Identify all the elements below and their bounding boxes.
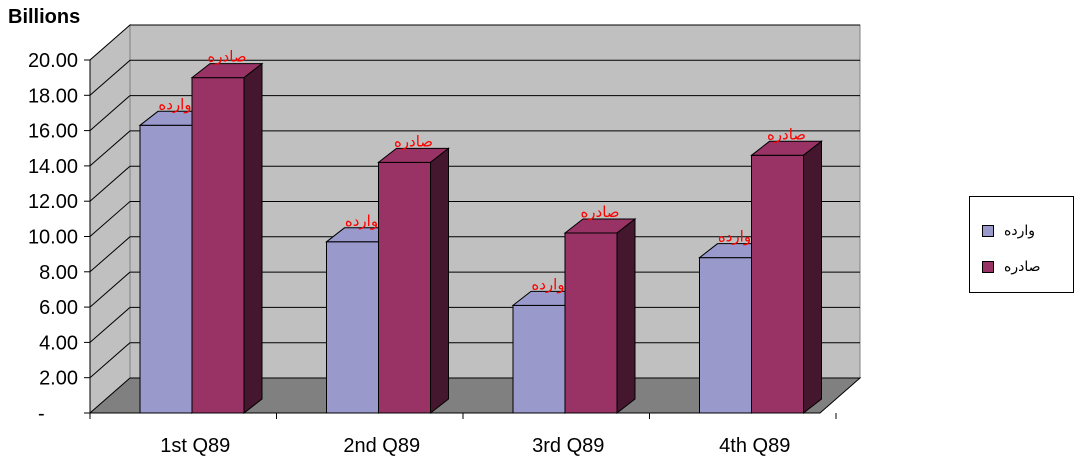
y-tick-label: 2.00: [39, 368, 78, 390]
gridline: [89, 24, 860, 61]
y-tick-label: 20.00: [28, 50, 78, 72]
bar-exports-1: [190, 62, 264, 415]
data-label-imports: وارده: [531, 275, 564, 293]
x-tick-label: 3rd Q89: [532, 435, 604, 457]
data-label-imports: وارده: [345, 212, 378, 230]
legend-item-exports: صادره: [982, 257, 1040, 277]
y-tick-label: 6.00: [39, 297, 78, 319]
legend-label-exports: صادره: [1004, 259, 1041, 275]
unit-label: Billions: [8, 6, 81, 28]
y-tick-label: 12.00: [28, 191, 78, 213]
gridline: [89, 165, 860, 202]
x-tick-label: 4th Q89: [719, 435, 790, 457]
bar-exports-3: [563, 217, 637, 415]
y-tick-label: -: [38, 403, 45, 425]
y-tick-label: 14.00: [28, 156, 78, 178]
data-label-imports: وارده: [718, 228, 751, 246]
data-label-exports: صادره: [207, 48, 246, 66]
legend-swatch-exports: [982, 261, 994, 273]
y-tick-label: 4.00: [39, 332, 78, 354]
legend-label-imports: وارده: [1004, 223, 1035, 239]
bar-exports-2: [377, 147, 450, 415]
x-tick-label: 1st Q89: [160, 435, 230, 457]
data-label-exports: صادره: [767, 125, 806, 143]
y-tick-label: 10.00: [28, 227, 78, 249]
legend-item-imports: وارده: [982, 221, 1035, 241]
x-tick-label: 2nd Q89: [343, 435, 420, 457]
data-label-imports: وارده: [158, 95, 191, 113]
gridline: [89, 59, 860, 96]
data-label-exports: صادره: [580, 203, 619, 221]
y-tick-label: 18.00: [28, 85, 78, 107]
legend: وارده صادره: [969, 196, 1074, 293]
y-tick-label: 8.00: [39, 262, 78, 284]
gridline: [89, 130, 860, 167]
data-label-exports: صادره: [394, 132, 433, 150]
bar-exports-4: [750, 140, 823, 415]
gridline: [89, 201, 860, 237]
gridline: [89, 95, 860, 131]
y-tick-label: 16.00: [28, 121, 78, 143]
legend-swatch-imports: [982, 225, 994, 237]
